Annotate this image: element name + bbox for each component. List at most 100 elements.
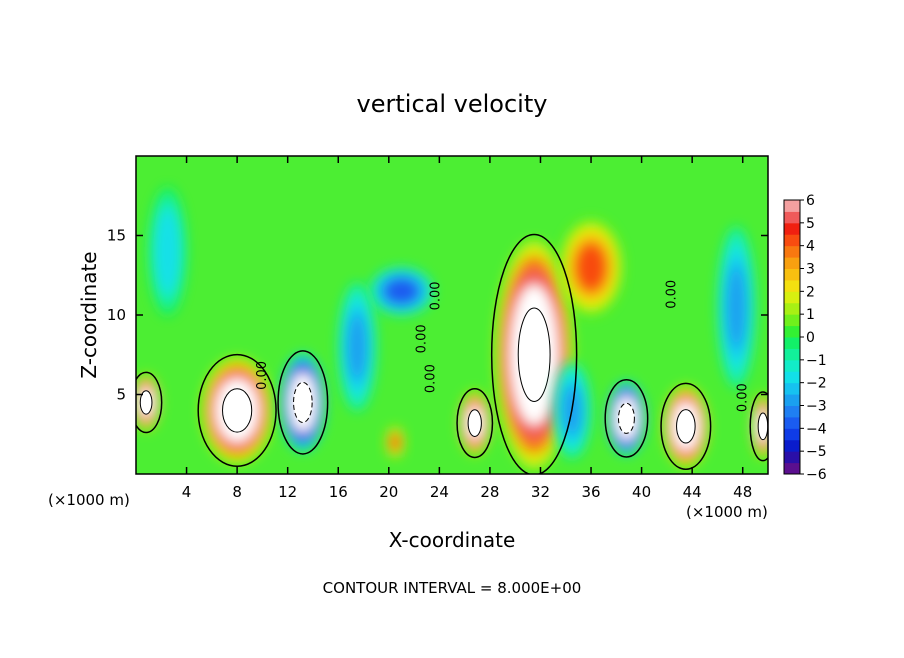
colorbar-swatch	[784, 371, 800, 384]
updraft-cell	[385, 425, 405, 459]
colorbar-swatch	[784, 337, 800, 349]
downdraft-core	[293, 381, 313, 423]
contour-label: 0.00	[414, 324, 429, 353]
downdraft-cell	[148, 186, 187, 317]
downdraft-cell	[337, 281, 377, 412]
x-tick-label: 32	[531, 483, 550, 501]
zero-contour	[604, 378, 649, 458]
colorbar-swatch	[784, 382, 800, 395]
colorbar: 6 5 4 3 2 1 0 −1 −2 −3 −4 −5 −6	[783, 193, 827, 483]
colorbar-swatch	[784, 222, 800, 235]
x-tick-label: 4	[182, 483, 192, 501]
colorbar-tick-label: −6	[806, 467, 827, 483]
colorbar-swatch	[784, 268, 800, 281]
colorbar-swatch	[784, 405, 800, 418]
x-tick-label: 8	[232, 483, 242, 501]
updraft-core	[517, 307, 551, 402]
colorbar-tick-label: 2	[806, 284, 815, 300]
y-tick-label: 5	[116, 386, 126, 404]
y-axis: 5 10 15	[107, 227, 768, 404]
downdraft-level	[158, 219, 178, 284]
updraft-level	[390, 434, 400, 451]
colorbar-tick-label: 5	[806, 216, 815, 232]
colorbar-tick-label: −5	[806, 444, 827, 460]
x-tick-label: 36	[581, 483, 600, 501]
x-tick-label: 48	[733, 483, 752, 501]
contour-label: 0.00	[255, 361, 270, 390]
colorbar-swatch	[784, 257, 800, 269]
y-axis-title: Z-coordinate	[77, 251, 101, 378]
zero-contour	[749, 391, 768, 462]
updraft-core	[222, 388, 253, 433]
colorbar-swatch	[784, 200, 800, 212]
zero-contour	[660, 382, 712, 470]
x-axis: 4 8 12 16 20 24 28 32 36 40 44 48	[182, 156, 752, 501]
colorbar-swatch	[784, 211, 800, 224]
colorbar-swatch	[784, 462, 800, 475]
colorbar-swatch	[784, 279, 800, 292]
x-tick-label: 40	[632, 483, 651, 501]
x-axis-title: X-coordinate	[389, 528, 516, 552]
contour-label: 0.00	[423, 364, 438, 393]
zero-contour	[490, 233, 578, 474]
colorbar-swatch	[784, 451, 800, 464]
downdraft-level	[347, 315, 367, 379]
contour-interval-footer: CONTOUR INTERVAL = 8.000E+00	[323, 579, 582, 597]
heatmap-layer	[136, 186, 768, 469]
downdraft-cell	[369, 266, 434, 316]
colorbar-swatch	[784, 245, 800, 258]
updraft-level	[575, 243, 607, 292]
x-tick-label: 44	[683, 483, 702, 501]
zero-contour	[277, 350, 329, 455]
updraft-core	[139, 390, 153, 415]
colorbar-swatch	[784, 314, 800, 327]
x-tick-label: 20	[379, 483, 398, 501]
contour-layer: 0.00 0.00 0.00 0.00 0.00 0.00	[136, 233, 768, 474]
y-tick-label: 10	[107, 306, 126, 324]
colorbar-tick-label: −1	[806, 353, 827, 369]
colorbar-swatch	[784, 291, 800, 304]
colorbar-swatch	[784, 325, 800, 338]
contour-label: 0.00	[665, 280, 680, 309]
updraft-core	[467, 409, 482, 437]
colorbar-swatch	[784, 428, 800, 441]
x-tick-label: 16	[329, 483, 348, 501]
downdraft-level	[726, 267, 746, 347]
colorbar-swatch	[784, 234, 800, 247]
colorbar-tick-label: −2	[806, 376, 827, 392]
colorbar-swatch	[784, 439, 800, 452]
colorbar-tick-label: 1	[806, 307, 815, 323]
colorbar-tick-label: 0	[806, 330, 815, 346]
colorbar-tick-label: −3	[806, 399, 827, 415]
x-tick-label: 24	[430, 483, 449, 501]
colorbar-tick-label: 3	[806, 262, 815, 278]
colorbar-swatch	[784, 302, 800, 315]
colorbar-tick-label: 4	[806, 239, 815, 255]
zero-contour	[197, 353, 277, 467]
y-tick-label: 15	[107, 227, 126, 245]
colorbar-tick-label: 6	[806, 193, 815, 209]
contour-label: 0.00	[736, 383, 751, 412]
colorbar-swatch	[784, 394, 800, 406]
downdraft-cell	[717, 225, 756, 389]
updraft-core	[757, 412, 768, 441]
chart-title: vertical velocity	[357, 90, 548, 118]
colorbar-tick-label: −4	[806, 421, 827, 437]
colorbar-swatch	[784, 359, 800, 372]
updraft-core	[676, 409, 696, 444]
updraft-cell	[558, 218, 624, 316]
x-unit-label-left: (×1000 m)	[48, 491, 130, 509]
x-tick-label: 28	[480, 483, 499, 501]
zero-contour	[456, 388, 494, 459]
x-unit-label-right: (×1000 m)	[686, 503, 768, 521]
plot-area: 0.00 0.00 0.00 0.00 0.00 0.00	[135, 155, 769, 475]
contour-label: 0.00	[428, 281, 443, 310]
zero-contour	[136, 371, 163, 434]
x-tick-label: 12	[278, 483, 297, 501]
colorbar-swatch	[784, 348, 800, 361]
downdraft-level	[385, 279, 418, 304]
downdraft-core	[617, 402, 635, 434]
colorbar-swatch	[784, 416, 800, 429]
